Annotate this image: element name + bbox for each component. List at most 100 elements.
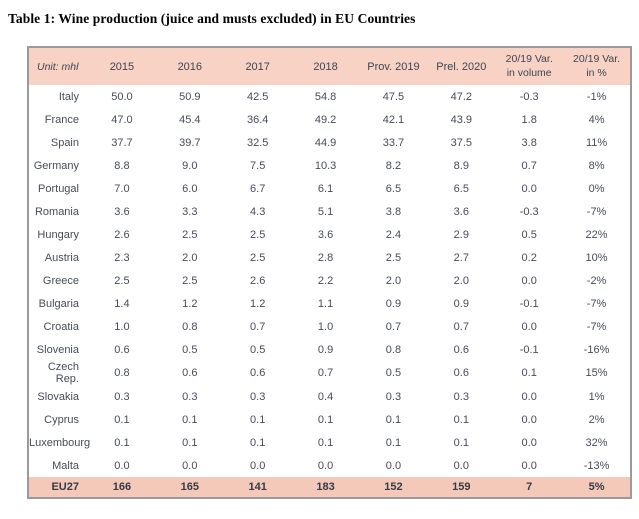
table-footer: EU27 166 165 141 183 152 159 7 5% — [28, 477, 631, 498]
country-cell: Czech Rep. — [47, 361, 79, 385]
value-cell: -16% — [583, 343, 610, 356]
value-cell: 1.1 — [317, 297, 334, 310]
value-cell: 0.1 — [114, 413, 130, 426]
value-cell: 0.1 — [182, 413, 198, 426]
unit-label: Unit: mhl — [28, 47, 88, 85]
value-cell: 8% — [588, 159, 605, 172]
country-cell: France — [44, 113, 79, 126]
value-cell: 0.9 — [317, 343, 334, 356]
column-header-2018: 2018 — [291, 47, 360, 85]
value-cell: 36.4 — [246, 113, 269, 126]
value-cell: 0.3 — [114, 390, 130, 403]
value-cell: 11% — [585, 136, 608, 149]
column-header-prel-2020: Prel. 2020 — [427, 47, 496, 85]
country-cell: Bulgaria — [38, 297, 79, 310]
value-cell: 0.0 — [453, 459, 469, 472]
value-cell: 47.0 — [111, 113, 133, 126]
value-cell: -13% — [583, 459, 610, 472]
value-cell: 2.2 — [317, 274, 334, 287]
value-cell: 0.0 — [385, 459, 402, 472]
column-header-var-volume: 20/19 Var. in volume — [495, 47, 564, 85]
table-row: Italy 50.0 50.9 42.5 54.8 47.5 47.2 -0.3… — [28, 85, 631, 108]
table-body: Italy 50.0 50.9 42.5 54.8 47.5 47.2 -0.3… — [28, 85, 631, 477]
table-row: Cyprus 0.1 0.1 0.1 0.1 0.1 0.1 0.0 2% — [28, 408, 631, 431]
table-row: Slovenia 0.6 0.5 0.5 0.9 0.8 0.6 -0.1 -1… — [28, 338, 631, 361]
value-cell: 10% — [585, 251, 608, 264]
value-cell: 0.8 — [114, 367, 130, 379]
value-cell: 0.1 — [453, 413, 469, 426]
total-value-cell: 165 — [155, 477, 224, 498]
value-cell: 7.0 — [114, 182, 130, 195]
value-cell: 0.7 — [250, 320, 266, 333]
total-value-cell: 5% — [563, 477, 631, 498]
value-cell: 22% — [585, 228, 608, 241]
value-cell: 0.6 — [453, 343, 469, 356]
value-cell: 50.9 — [179, 90, 201, 103]
value-cell: -0.3 — [519, 205, 539, 218]
total-value-cell: 159 — [427, 477, 496, 498]
value-cell: 0.1 — [114, 436, 130, 449]
value-cell: 2.3 — [114, 251, 130, 264]
table-row: Luxembourg 0.1 0.1 0.1 0.1 0.1 0.1 0.0 3… — [28, 431, 631, 454]
value-cell: 42.5 — [246, 90, 269, 103]
value-cell: 1.4 — [114, 297, 130, 310]
country-cell: Romania — [34, 205, 79, 218]
value-cell: 0.6 — [250, 367, 266, 379]
table-row: Croatia 1.0 0.8 0.7 1.0 0.7 0.7 0.0 -7% — [28, 315, 631, 338]
value-cell: 1.0 — [114, 320, 130, 333]
value-cell: 1% — [588, 390, 605, 403]
value-cell: 0.0 — [521, 182, 537, 195]
total-value-cell: 141 — [223, 477, 292, 498]
value-cell: 2.6 — [114, 228, 130, 241]
value-cell: 2.5 — [114, 274, 130, 287]
value-cell: 6.5 — [385, 182, 402, 195]
column-header-2016: 2016 — [155, 47, 224, 85]
value-cell: 33.7 — [382, 136, 405, 149]
value-cell: -0.1 — [519, 297, 539, 310]
country-cell: Hungary — [37, 228, 79, 241]
value-cell: 43.9 — [450, 113, 473, 126]
value-cell: 44.9 — [314, 136, 337, 149]
total-value-cell: 183 — [291, 477, 360, 498]
value-cell: 0.5 — [521, 228, 537, 241]
value-cell: 1.2 — [182, 297, 198, 310]
value-cell: 3.6 — [317, 228, 334, 241]
table-row: Portugal 7.0 6.0 6.7 6.1 6.5 6.5 0.0 0% — [28, 177, 631, 200]
value-cell: 47.2 — [450, 90, 473, 103]
value-cell: 15% — [585, 367, 608, 379]
value-cell: 4.3 — [250, 205, 266, 218]
table-row: Hungary 2.6 2.5 2.5 3.6 2.4 2.9 0.5 22% — [28, 223, 631, 246]
value-cell: 0% — [588, 182, 605, 195]
value-cell: 32% — [585, 436, 608, 449]
value-cell: 0.6 — [182, 367, 198, 379]
value-cell: 0.7 — [453, 320, 469, 333]
value-cell: 2.6 — [250, 274, 266, 287]
value-cell: 2.4 — [385, 228, 402, 241]
value-cell: 0.1 — [317, 413, 334, 426]
value-cell: 0.3 — [385, 390, 402, 403]
value-cell: 0.0 — [182, 459, 198, 472]
total-row: EU27 166 165 141 183 152 159 7 5% — [28, 477, 631, 498]
country-cell: Cyprus — [44, 413, 79, 426]
value-cell: 0.1 — [250, 436, 266, 449]
value-cell: 0.9 — [453, 297, 469, 310]
value-cell: -1% — [586, 90, 607, 103]
value-cell: 10.3 — [314, 159, 337, 172]
table-row: Bulgaria 1.4 1.2 1.2 1.1 0.9 0.9 -0.1 -7… — [28, 292, 631, 315]
value-cell: 45.4 — [179, 113, 201, 126]
country-cell: Portugal — [38, 182, 79, 195]
value-cell: -0.3 — [519, 90, 539, 103]
value-cell: 3.6 — [453, 205, 469, 218]
value-cell: 2.0 — [453, 274, 469, 287]
value-cell: 0.0 — [114, 459, 130, 472]
value-cell: 6.7 — [250, 182, 266, 195]
value-cell: 6.0 — [182, 182, 198, 195]
value-cell: 0.0 — [521, 390, 537, 403]
value-cell: 0.0 — [521, 413, 537, 426]
value-cell: 0.0 — [521, 436, 537, 449]
value-cell: 2.9 — [453, 228, 469, 241]
value-cell: 32.5 — [246, 136, 269, 149]
value-cell: 0.8 — [182, 320, 198, 333]
value-cell: 0.0 — [250, 459, 266, 472]
value-cell: 0.0 — [317, 459, 334, 472]
